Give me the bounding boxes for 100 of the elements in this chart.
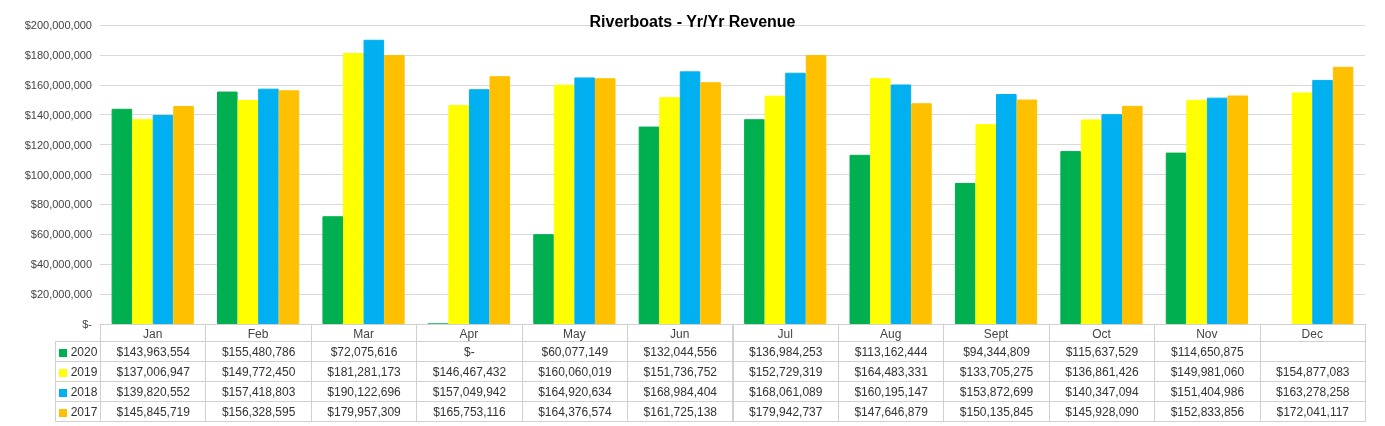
bar [278, 90, 300, 324]
legend-label: 2017 [55, 401, 101, 422]
x-tick-label: Nov [1196, 327, 1218, 341]
bar [533, 234, 554, 324]
y-tick-label: $200,000,000 [24, 19, 92, 31]
bar [111, 108, 133, 324]
bar [1122, 105, 1143, 324]
x-tick-label: Jul [777, 327, 793, 341]
data-label: $163,278,258 [1259, 381, 1366, 402]
y-tick-label: $60,000,000 [30, 228, 92, 241]
legend-label: 2018 [55, 381, 101, 402]
data-label: $165,753,116 [416, 401, 523, 422]
data-label: $140,347,094 [1048, 381, 1156, 402]
data-label: $152,729,319 [732, 361, 839, 382]
data-label: $72,075,616 [310, 341, 418, 362]
bar [132, 119, 153, 324]
data-label: $164,920,634 [521, 381, 629, 402]
bar [384, 54, 405, 324]
bar [1016, 99, 1038, 324]
bar [1186, 99, 1207, 324]
data-label: $172,041,117 [1259, 401, 1366, 422]
bar [849, 154, 871, 324]
y-tick-label: $120,000,000 [24, 138, 92, 151]
data-label: $179,957,309 [310, 401, 418, 422]
data-label: $146,467,432 [416, 361, 523, 382]
x-tick-label: Jan [143, 327, 163, 341]
bar [468, 89, 490, 324]
data-label: $154,877,083 [1259, 361, 1366, 382]
bar [785, 72, 806, 324]
x-tick-label: Apr [459, 327, 479, 341]
bar [489, 76, 511, 324]
data-label: $160,060,019 [521, 361, 629, 382]
bar [1291, 92, 1313, 324]
legend-label: 2019 [55, 361, 101, 382]
chart-title: Riverboats - Yr/Yr Revenue [589, 12, 796, 30]
bar [870, 78, 891, 324]
data-label: $156,328,595 [205, 401, 312, 422]
data-label: $139,820,552 [100, 381, 207, 402]
data-label: $161,725,138 [627, 401, 734, 422]
bar [954, 182, 976, 324]
data-label: $153,872,699 [943, 381, 1050, 402]
data-label: $143,963,554 [100, 341, 207, 362]
data-label: $181,281,173 [310, 361, 418, 382]
bar [217, 91, 238, 324]
x-tick-label: Dec [1301, 327, 1323, 341]
bar [890, 84, 912, 324]
data-label: $137,006,947 [100, 361, 207, 382]
y-tick-label: $40,000,000 [30, 258, 92, 271]
bar [1332, 66, 1354, 324]
bar [679, 71, 701, 324]
x-tick-label: May [563, 327, 586, 341]
data-label: $157,418,803 [205, 381, 312, 402]
bar [1080, 119, 1102, 324]
data-label: $145,845,719 [100, 401, 207, 422]
data-label: $164,376,574 [521, 401, 629, 422]
data-label: $149,772,450 [205, 361, 312, 382]
x-tick-label: Sept [983, 327, 1010, 341]
data-label: $149,981,060 [1154, 361, 1261, 382]
bar [173, 105, 194, 324]
data-label: $136,984,253 [732, 341, 839, 362]
bar [1060, 151, 1081, 324]
bar [764, 95, 786, 324]
data-label: $151,404,986 [1154, 381, 1261, 402]
bar [322, 216, 343, 324]
bar [1227, 95, 1248, 324]
data-label: $- [416, 341, 523, 362]
x-tick-label: Feb [247, 327, 269, 341]
x-tick-label: Jun [670, 327, 690, 341]
data-label: $160,195,147 [837, 381, 945, 402]
y-tick-label: $80,000,000 [30, 198, 92, 211]
y-tick-label: $100,000,000 [24, 168, 92, 181]
data-label: $132,044,556 [627, 341, 734, 362]
bar [574, 77, 595, 324]
data-label: $168,984,404 [627, 381, 734, 402]
bar [744, 119, 765, 324]
bar [237, 100, 259, 324]
y-tick-label: $140,000,000 [24, 108, 92, 121]
bar [805, 54, 827, 324]
bar [363, 39, 385, 324]
data-label: $155,480,786 [205, 341, 312, 362]
y-tick-label: $20,000,000 [30, 288, 92, 301]
bar [911, 103, 932, 324]
bar [152, 114, 174, 324]
data-label: $94,344,809 [943, 341, 1050, 362]
x-tick-label: Aug [879, 327, 902, 341]
bar [1165, 152, 1187, 324]
data-label: $133,705,275 [943, 361, 1050, 382]
bar [448, 105, 469, 324]
data-label: $147,646,879 [837, 401, 945, 422]
bar [1206, 97, 1228, 324]
bar [594, 78, 616, 324]
data-label: $190,122,696 [310, 381, 418, 402]
bar [700, 82, 721, 324]
data-label: $60,077,149 [521, 341, 629, 362]
data-label: $145,928,090 [1048, 401, 1156, 422]
data-label: $136,861,426 [1048, 361, 1156, 382]
bar [975, 124, 997, 324]
data-label: $179,942,737 [732, 401, 839, 422]
bar [996, 93, 1017, 324]
data-label: $157,049,942 [416, 381, 523, 402]
